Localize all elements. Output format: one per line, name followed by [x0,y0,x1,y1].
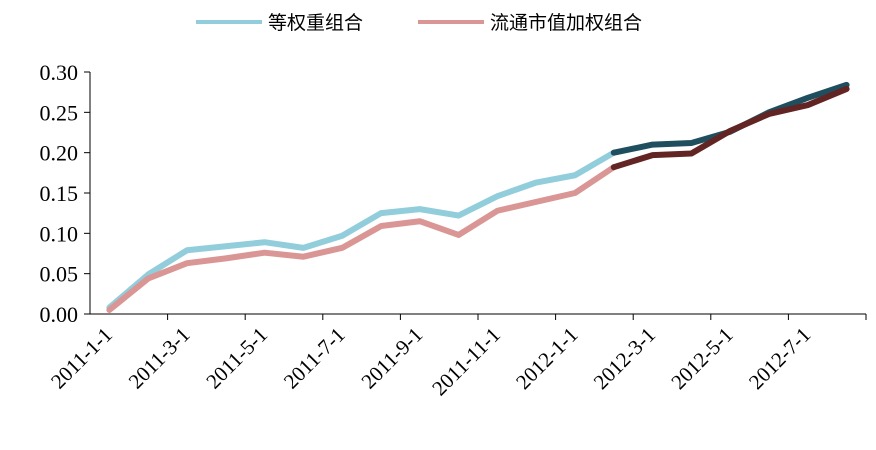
series-line-equal-weight-out-of-sample [610,81,850,156]
x-tick-label: 2011-9-1 [356,323,427,394]
x-tick-label: 2011-7-1 [279,323,350,394]
series-line-float-cap-weight-in-sample [106,164,617,313]
y-tick-label: 0.20 [40,141,79,166]
x-tick-label: 2011-11-1 [427,323,505,401]
x-tick-label: 2012-1-1 [511,323,582,394]
y-tick-label: 0.10 [40,221,79,246]
x-tick-label: 2011-5-1 [201,323,272,394]
legend: 等权重组合 流通市值加权组合 [196,12,642,34]
x-tick-label: 2012-5-1 [666,323,737,394]
x-tick-label: 2011-3-1 [124,323,195,394]
x-tick-label: 2012-3-1 [589,323,660,394]
legend-label-float-cap-weight: 流通市值加权组合 [490,12,642,34]
y-tick-label: 0.25 [40,100,79,125]
y-tick-label: 0.30 [40,60,79,85]
y-tick-label: 0.00 [40,302,79,327]
x-tick-label: 2012-7-1 [744,323,815,394]
series-line-float-cap-weight-out-of-sample [610,85,850,171]
x-tick-label: 2011-1-1 [46,323,117,394]
legend-label-equal-weight: 等权重组合 [268,12,363,34]
y-tick-label: 0.15 [40,181,79,206]
series-layer [106,81,850,313]
series-line-equal-weight-in-sample [106,149,617,311]
y-tick-label: 0.05 [40,262,79,287]
